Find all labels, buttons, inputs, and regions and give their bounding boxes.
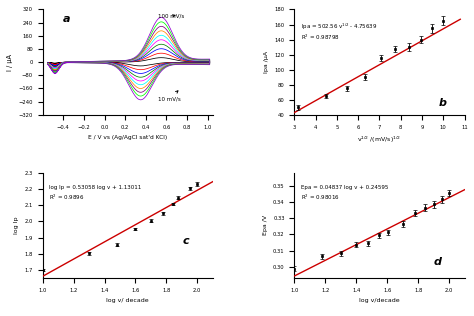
Y-axis label: Epa /V: Epa /V: [263, 215, 267, 235]
Text: R$^2$ = 0.98016: R$^2$ = 0.98016: [301, 193, 340, 202]
Text: b: b: [439, 98, 447, 108]
Text: Ipa = 502.56 v$^{1/2}$ - 4.75639: Ipa = 502.56 v$^{1/2}$ - 4.75639: [301, 21, 378, 32]
Text: d: d: [434, 258, 442, 267]
Y-axis label: log Ip: log Ip: [14, 217, 19, 234]
X-axis label: E / V vs (Ag/AgCl sat'd KCl): E / V vs (Ag/AgCl sat'd KCl): [88, 135, 167, 140]
Y-axis label: I / μA: I / μA: [7, 54, 13, 71]
Text: log Ip = 0.53058 log v + 1.13011: log Ip = 0.53058 log v + 1.13011: [49, 185, 142, 190]
X-axis label: v$^{1/2}$ /(mV/s)$^{1/2}$: v$^{1/2}$ /(mV/s)$^{1/2}$: [357, 135, 401, 145]
Text: 100 mV/s: 100 mV/s: [158, 14, 184, 19]
X-axis label: log v/decade: log v/decade: [359, 298, 400, 303]
Y-axis label: Ipa /μA: Ipa /μA: [264, 51, 269, 73]
Text: 10 mV/s: 10 mV/s: [158, 91, 181, 101]
X-axis label: log v/ decade: log v/ decade: [106, 298, 149, 303]
Text: a: a: [63, 14, 71, 24]
Text: R$^2$ = 0.98798: R$^2$ = 0.98798: [301, 33, 340, 42]
Text: R$^2$ = 0.9896: R$^2$ = 0.9896: [49, 193, 85, 202]
Text: Epa = 0.04837 log v + 0.24595: Epa = 0.04837 log v + 0.24595: [301, 185, 389, 190]
Text: c: c: [182, 236, 189, 246]
